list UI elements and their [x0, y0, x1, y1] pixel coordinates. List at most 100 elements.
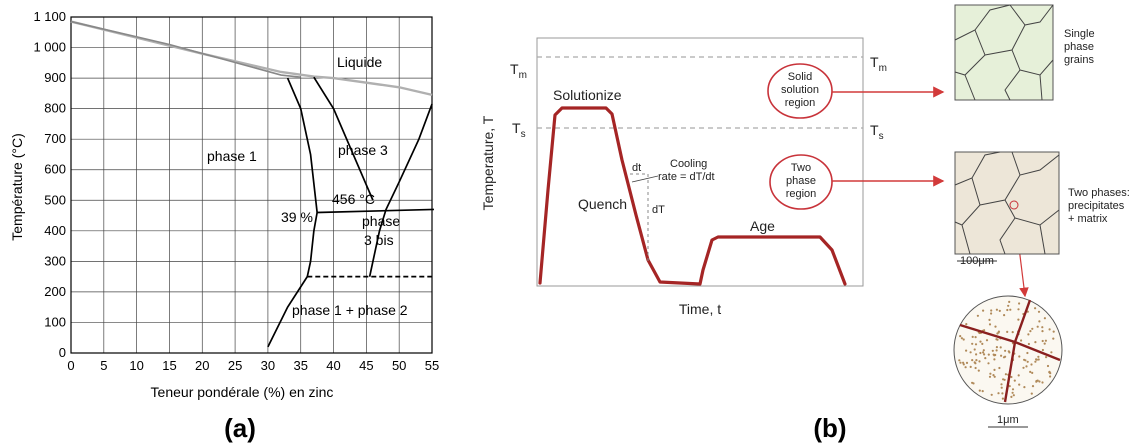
precipitate-dot: [996, 332, 999, 335]
precipitate-dot: [969, 351, 972, 354]
precipitate-dot: [993, 375, 996, 378]
precipitate-dot: [1010, 395, 1013, 398]
precipitate-dot: [972, 382, 975, 385]
precipitate-dot: [962, 361, 965, 364]
precipitate-dot: [1050, 351, 1053, 354]
precipitate-dot: [1052, 337, 1055, 340]
precipitate-dot: [1041, 330, 1044, 333]
precipitate-dot: [995, 338, 998, 341]
precipitate-dot: [997, 392, 1000, 395]
two-phase-region-circle: [769, 154, 833, 210]
precipitate-dot: [983, 329, 986, 332]
y-axis-title: Température (°C): [9, 133, 25, 241]
x-tick-labels: 0 5 10 15 20 25 30 35 40 45 50 55: [67, 358, 439, 373]
precipitate-dot: [1022, 366, 1025, 369]
precipitate-dot: [1018, 302, 1021, 305]
solid-solution-region-circle: [767, 63, 833, 119]
precipitate-dot: [965, 323, 968, 326]
scale-100-label: 100μm: [960, 255, 994, 267]
composition-label: 39 %: [281, 209, 313, 225]
precipitate-dot: [1001, 397, 1005, 400]
quench-label: Quench: [578, 196, 627, 212]
x-tick-label: 20: [195, 358, 209, 373]
two-phases-line-3: + matrix: [1068, 213, 1108, 225]
precipitate-dot: [982, 309, 985, 312]
y-tick-label: 700: [44, 131, 66, 146]
x-tick-label: 40: [326, 358, 340, 373]
precipitate-dot: [1026, 351, 1029, 355]
precipitate-dot: [1030, 392, 1033, 395]
precipitate-dot: [1031, 385, 1035, 388]
precipitate-dot: [1011, 391, 1014, 394]
precipitate-dot: [984, 357, 987, 360]
precipitate-dot: [1038, 320, 1041, 323]
precipitate-dot: [1010, 375, 1013, 379]
solutionize-label: Solutionize: [553, 87, 622, 103]
precipitate-dot: [979, 340, 982, 343]
single-phase-grains-image: [954, 4, 1054, 101]
precipitate-dot: [987, 353, 990, 356]
precipitate-dot: [1008, 351, 1011, 354]
two-phases-line-1: Two phases:: [1068, 187, 1130, 199]
region-phase3bis-label-1: phase: [362, 213, 400, 229]
precipitate-dot: [985, 339, 989, 342]
y-tick-label: 300: [44, 253, 66, 268]
precipitate-dot: [971, 342, 974, 345]
precipitate-dot: [1002, 378, 1005, 381]
precipitate-dot: [988, 318, 991, 321]
precipitate-dot: [1012, 394, 1015, 397]
ts-right-label: Ts: [870, 122, 884, 142]
precipitate-dot: [1027, 333, 1030, 336]
precipitate-dot: [1031, 327, 1034, 330]
precipitate-dot: [994, 325, 997, 328]
plot-frame: [70, 16, 433, 354]
x-tick-label: 50: [392, 358, 406, 373]
precipitate-dot: [990, 312, 993, 315]
two-phase-line-2: phase: [786, 175, 816, 187]
precipitate-dot: [977, 369, 980, 372]
x-tick-label: 0: [67, 358, 74, 373]
heat-treatment-diagram: Tm Tm Ts Ts Solutionize Quench Age dt dT…: [480, 4, 1130, 443]
y-tick-label: 800: [44, 101, 66, 116]
two-phase-line-3: region: [786, 188, 817, 200]
solid-region-line-2: solution: [781, 84, 819, 96]
age-label: Age: [750, 218, 775, 234]
precipitate-dot: [971, 335, 974, 338]
precipitate-dot: [962, 338, 965, 341]
precipitate-dot: [1041, 339, 1044, 343]
precipitate-dot: [1043, 317, 1046, 320]
precipitate-dot: [1023, 358, 1026, 361]
x-tick-label: 15: [162, 358, 176, 373]
precipitate-dot: [1027, 342, 1030, 346]
precipitate-dot: [1023, 386, 1026, 389]
precipitate-dot: [987, 362, 990, 365]
precipitate-dot: [997, 330, 1001, 333]
precipitate-dot: [1036, 325, 1039, 328]
precipitate-dot: [1045, 356, 1048, 359]
phase-diagram: 0 5 10 15 20 25 30 35 40 45 50 55 0 100 200 300 400 500 6…: [9, 9, 439, 443]
precipitate-dot: [993, 354, 996, 357]
dt-triangle: [630, 173, 649, 262]
precipitate-dot: [1041, 381, 1044, 384]
precipitate-dot: [1003, 314, 1006, 317]
region-liquid-label: Liquide: [337, 54, 382, 70]
y-tick-labels: 0 100 200 300 400 500 600 700 800 900 1 000 1 100: [33, 9, 66, 360]
precipitate-dot: [1006, 330, 1009, 333]
panel-a-label: (a): [224, 413, 256, 443]
x-tick-label: 55: [425, 358, 439, 373]
precipitate-dot: [995, 349, 998, 352]
precipitate-dot: [1044, 339, 1047, 342]
cooling-pointer: [631, 175, 659, 183]
precipitate-dot: [1048, 370, 1051, 373]
precipitate-dot: [1034, 307, 1037, 310]
precipitate-dot: [1004, 373, 1008, 376]
phase3-right-boundary: [368, 103, 433, 277]
region-phase1-phase2-label: phase 1 + phase 2: [292, 302, 408, 318]
precipitate-dot: [1037, 355, 1040, 358]
dT-label: dT: [652, 204, 665, 216]
x-tick-label: 35: [293, 358, 307, 373]
precipitate-dot: [988, 375, 992, 378]
eutectoid-temp-label: 456 °C: [332, 191, 375, 207]
y-tick-label: 200: [44, 284, 66, 299]
precipitate-dot: [979, 351, 982, 355]
